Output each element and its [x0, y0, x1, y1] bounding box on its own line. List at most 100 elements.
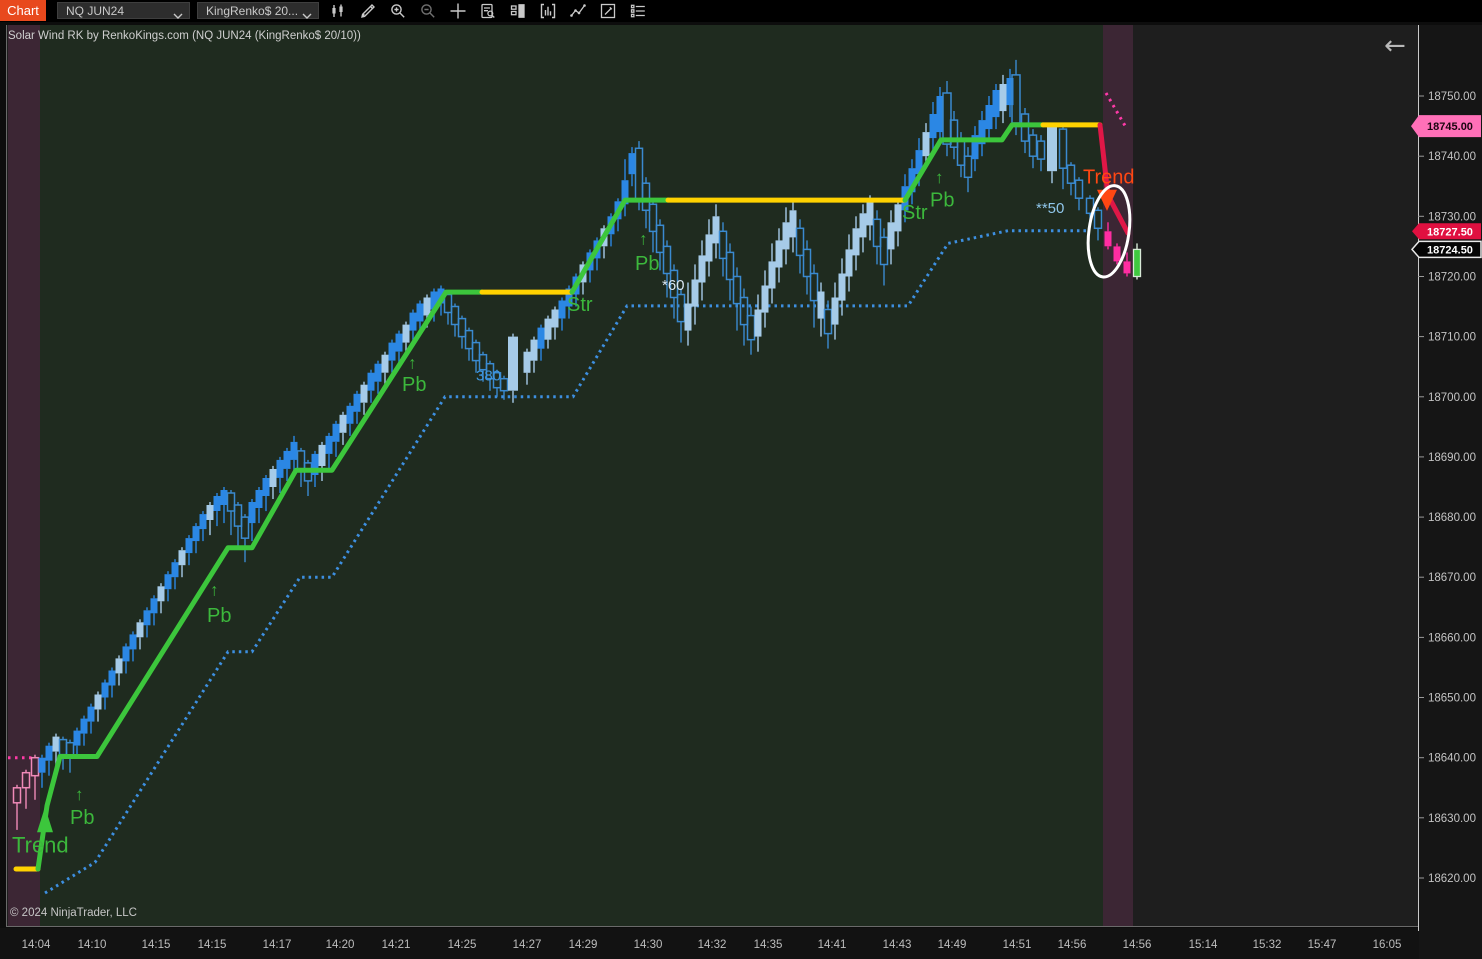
candle-body: [122, 646, 130, 662]
candle: [655, 219, 665, 271]
zoom-in-icon[interactable]: [388, 1, 408, 21]
candle: [464, 327, 474, 361]
candle-body: [233, 504, 243, 527]
candle: [45, 742, 53, 776]
candle-body: [641, 182, 651, 212]
candle: [143, 607, 151, 638]
candle: [908, 159, 916, 205]
annotation-trend: Trend: [1083, 167, 1135, 189]
zoom-out-icon[interactable]: [418, 1, 438, 21]
trend-channel-icon[interactable]: [568, 1, 588, 21]
candle-body: [248, 502, 256, 524]
price-marker: 18745.00: [1411, 115, 1481, 138]
crosshair-icon[interactable]: [448, 1, 468, 21]
chart-trader-icon[interactable]: [508, 1, 528, 21]
candle: [12, 784, 22, 830]
candle-body: [544, 318, 552, 340]
candle-body: [485, 362, 495, 380]
time-label: 14:51: [1003, 939, 1032, 951]
time-label: 14:35: [754, 939, 783, 951]
candle-body: [478, 353, 488, 371]
candle: [544, 315, 552, 349]
time-label: 14:15: [198, 939, 227, 951]
price-axis-background: [1419, 25, 1482, 959]
time-axis[interactable]: 14:04 14:10 14:15 14:15 14:17 14:20 14:21 14:25…: [22, 939, 1402, 951]
candle: [185, 535, 193, 566]
up-arrow: ↑: [639, 230, 648, 249]
annotation-380: 380: [476, 367, 501, 384]
series-select[interactable]: KingRenko$ 20...: [197, 2, 319, 19]
candle-body: [192, 526, 200, 542]
candle-body: [409, 312, 417, 331]
candle: [523, 348, 531, 385]
candle: [978, 111, 986, 157]
time-label: 14:56: [1123, 939, 1152, 951]
candle-body: [775, 240, 783, 268]
candle-body: [655, 224, 665, 254]
candle: [213, 493, 221, 527]
candle-body: [691, 279, 699, 307]
candle-body: [21, 771, 31, 789]
candle-body: [754, 309, 762, 337]
candle-body: [929, 114, 937, 139]
candle: [537, 324, 545, 361]
symbol-select-value: NQ JUN24: [66, 4, 125, 18]
candle: [754, 294, 762, 352]
candle-body: [508, 336, 518, 391]
candle-body: [52, 736, 60, 752]
price-axis[interactable]: 18750.00 18740.00 18730.00 18720.00 18710.00…: [1418, 91, 1476, 885]
candle-body: [942, 92, 952, 145]
candle: [346, 402, 354, 436]
annotation-pb: Pb: [207, 605, 231, 627]
annotation-str: Str: [567, 294, 593, 316]
candle-body: [739, 296, 749, 326]
candle-body: [894, 204, 902, 232]
candle-body: [339, 414, 347, 433]
candle: [94, 691, 102, 722]
candle: [712, 204, 720, 259]
chevron-down-icon: [302, 8, 312, 25]
tab-chart[interactable]: Chart: [0, 0, 46, 21]
candle-body: [136, 622, 144, 638]
candle-body: [1104, 231, 1112, 247]
indicator-panel-icon[interactable]: [538, 1, 558, 21]
candle: [802, 240, 812, 295]
candle-body: [73, 730, 81, 746]
candle: [508, 333, 518, 403]
candle-body: [311, 453, 319, 475]
chart-style-icon[interactable]: [328, 1, 348, 21]
drawing-tools-icon[interactable]: [358, 1, 378, 21]
candle: [164, 571, 172, 602]
time-label: 14:43: [883, 939, 912, 951]
time-axis-background: [0, 928, 1419, 959]
candle-body: [178, 550, 186, 566]
candle: [374, 360, 382, 394]
symbol-select[interactable]: NQ JUN24: [57, 2, 190, 19]
price-tick-label: 18640.00: [1428, 753, 1476, 765]
price-marker-label: 18724.50: [1427, 244, 1473, 256]
candle: [38, 754, 46, 788]
candle: [698, 240, 706, 301]
back-arrow-button[interactable]: ←: [1378, 32, 1412, 60]
candle: [1006, 68, 1014, 118]
price-tick-label: 18660.00: [1428, 632, 1476, 644]
candle: [325, 432, 333, 469]
candle: [1036, 135, 1046, 172]
candle-body: [936, 96, 944, 133]
price-tick-label: 18720.00: [1428, 272, 1476, 284]
candle: [311, 450, 319, 487]
candle-body: [185, 538, 193, 554]
trend-start-arrow: [37, 807, 53, 833]
candle: [530, 336, 538, 373]
candle: [761, 270, 769, 328]
candle-body: [416, 303, 424, 322]
candle: [157, 583, 165, 614]
properties-icon[interactable]: [628, 1, 648, 21]
candle: [255, 487, 263, 524]
snapshot-icon[interactable]: [598, 1, 618, 21]
candle: [360, 381, 368, 415]
data-box-icon[interactable]: [478, 1, 498, 21]
candle: [641, 177, 651, 229]
